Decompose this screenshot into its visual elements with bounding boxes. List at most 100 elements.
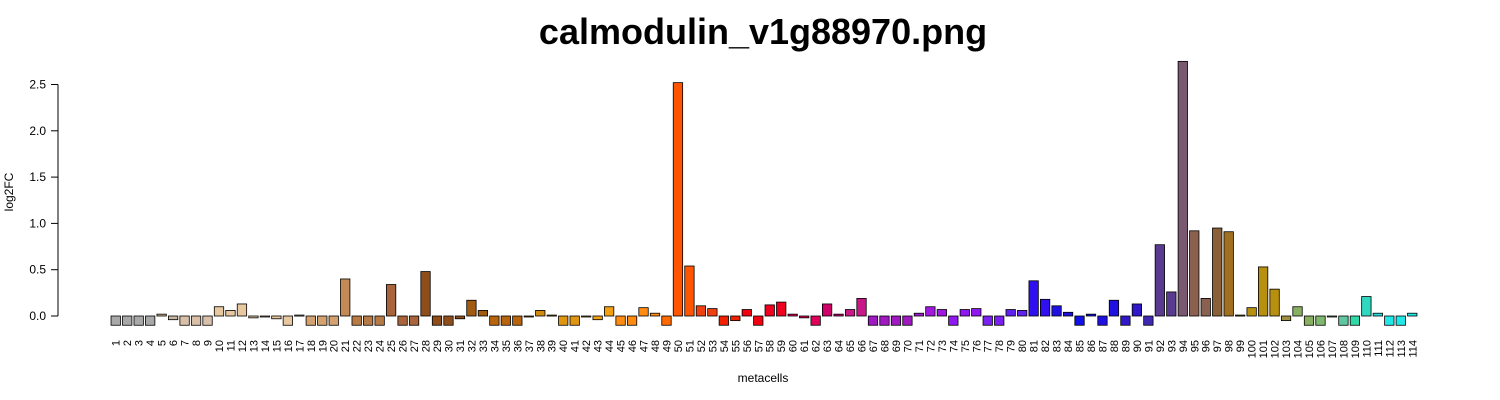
bar-37	[523, 315, 534, 318]
x-tick-label: 36	[512, 340, 524, 352]
x-tick-label: 112	[1384, 340, 1396, 358]
bar-41	[569, 315, 580, 326]
x-tick-label: 34	[489, 340, 501, 352]
bar-64	[833, 313, 844, 317]
x-tick-label: 109	[1350, 340, 1362, 358]
x-tick-label: 69	[891, 340, 903, 352]
bar-36	[512, 315, 523, 326]
bar-21	[340, 278, 351, 317]
x-tick-label: 77	[983, 340, 995, 352]
bar-112	[1384, 315, 1395, 326]
chart-title: calmodulin_v1g88970.png	[539, 11, 987, 52]
bar-58	[764, 304, 775, 317]
bar-45	[615, 315, 626, 326]
x-tick-label: 41	[570, 340, 582, 352]
bar-7	[179, 315, 190, 326]
bar-52	[695, 305, 707, 317]
x-tick-label: 114	[1407, 340, 1419, 358]
bar-78	[994, 315, 1005, 326]
x-tick-label: 42	[581, 340, 593, 352]
bars-group	[110, 60, 1418, 326]
bar-43	[592, 315, 603, 321]
x-tick-label: 85	[1075, 340, 1087, 352]
x-tick-label: 75	[960, 340, 972, 352]
bar-88	[1108, 299, 1120, 317]
x-tick-label: 53	[707, 340, 719, 352]
x-tick-label: 7	[180, 340, 192, 346]
x-tick-label: 70	[902, 340, 914, 352]
y-tick-label: 2.5	[29, 78, 46, 92]
x-tick-label: 72	[925, 340, 937, 352]
bar-16	[282, 315, 293, 326]
x-tick-label: 35	[501, 340, 513, 352]
bar-109	[1349, 315, 1360, 326]
x-tick-label: 17	[294, 340, 306, 352]
x-tick-label: 80	[1017, 340, 1029, 352]
x-tick-label: 96	[1201, 340, 1213, 352]
x-tick-label: 97	[1212, 340, 1224, 352]
x-tick-label: 110	[1361, 340, 1373, 358]
x-tick-label: 12	[237, 340, 249, 352]
x-tick-label: 18	[306, 340, 318, 352]
bar-25	[385, 284, 397, 317]
x-tick-label: 49	[661, 340, 673, 352]
x-tick-label: 52	[696, 340, 708, 352]
bar-67	[867, 315, 879, 326]
bar-2	[122, 315, 133, 326]
y-tick-label: 1.0	[29, 216, 46, 230]
x-tick-label: 64	[834, 340, 846, 352]
x-tick-label: 82	[1040, 340, 1052, 352]
x-tick-label: 102	[1270, 340, 1282, 358]
bar-1	[110, 315, 121, 326]
bar-100	[1246, 307, 1257, 317]
x-tick-label: 50	[673, 340, 685, 352]
bar-30	[443, 315, 454, 326]
bar-110	[1361, 296, 1372, 317]
bar-99	[1235, 314, 1246, 317]
x-tick-label: 73	[937, 340, 949, 352]
bar-111	[1372, 312, 1383, 317]
bar-34	[489, 315, 500, 326]
x-tick-label: 47	[639, 340, 651, 352]
bar-33	[477, 310, 489, 317]
y-tick-label: 1.5	[29, 170, 46, 184]
x-tick-label: 88	[1109, 340, 1121, 352]
bar-56	[741, 309, 752, 317]
x-tick-label: 57	[753, 340, 765, 352]
x-tick-label: 98	[1224, 340, 1236, 352]
x-tick-label: 66	[857, 340, 869, 352]
x-tick-label: 1	[111, 340, 123, 346]
bar-97	[1212, 227, 1223, 317]
x-tick-label: 106	[1315, 340, 1327, 358]
bar-114	[1407, 312, 1418, 317]
bar-31	[454, 315, 466, 320]
bar-27	[408, 315, 420, 326]
bar-102	[1269, 288, 1280, 317]
y-axis-label: log2FC	[2, 172, 16, 211]
x-tick-label: 22	[352, 340, 364, 352]
x-tick-label: 74	[948, 340, 960, 352]
bar-89	[1120, 315, 1131, 326]
bar-68	[879, 315, 890, 326]
x-tick-label: 63	[822, 340, 834, 352]
bar-72	[925, 306, 936, 317]
x-tick-label: 89	[1120, 340, 1132, 352]
x-tick-label: 54	[719, 340, 731, 352]
x-tick-label: 6	[168, 340, 180, 346]
bar-59	[776, 301, 787, 317]
x-tick-label: 14	[260, 340, 272, 352]
bar-15	[271, 315, 282, 320]
x-tick-label: 33	[478, 340, 490, 352]
bar-79	[1005, 309, 1016, 317]
bar-105	[1303, 315, 1315, 326]
bar-93	[1166, 291, 1177, 317]
bar-75	[959, 309, 970, 317]
bar-108	[1338, 315, 1349, 326]
x-tick-label: 26	[398, 340, 410, 352]
bar-65	[844, 309, 856, 317]
bar-38	[535, 310, 546, 317]
bar-49	[661, 315, 672, 326]
bar-20	[328, 315, 339, 326]
x-tick-label: 30	[443, 340, 455, 352]
x-tick-label: 101	[1258, 340, 1270, 358]
